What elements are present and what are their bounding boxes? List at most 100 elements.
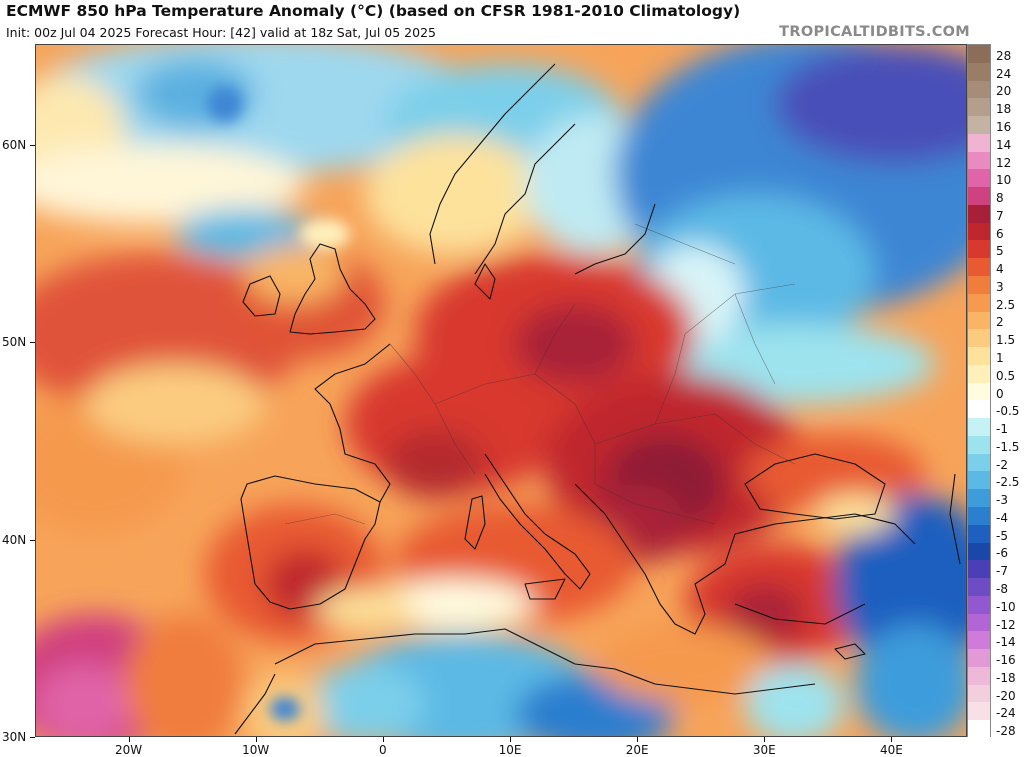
colorbar-label: 12 xyxy=(996,155,1012,170)
colorbar-cell xyxy=(968,649,990,668)
colorbar-label: -28 xyxy=(996,724,1016,739)
colorbar-label: 3 xyxy=(996,279,1004,294)
colorbar-cell xyxy=(968,631,990,650)
coastlines xyxy=(234,63,961,735)
colorbar-label: 24 xyxy=(996,66,1012,81)
colorbar-label: -14 xyxy=(996,635,1016,650)
colorbar xyxy=(967,44,991,739)
colorbar-label: 0.5 xyxy=(996,368,1016,383)
colorbar-cell xyxy=(968,453,990,472)
colorbar-cell xyxy=(968,151,990,170)
colorbar-label: 2.5 xyxy=(996,297,1016,312)
colorbar-cell xyxy=(968,347,990,366)
colorbar-label: 28 xyxy=(996,48,1012,63)
anomaly-field xyxy=(35,44,967,737)
colorbar-cell xyxy=(968,169,990,188)
colorbar-label: 18 xyxy=(996,102,1012,117)
colorbar-label: 10 xyxy=(996,173,1012,188)
lon-label: 10E xyxy=(498,743,522,757)
colorbar-cell xyxy=(968,595,990,615)
colorbar-cell xyxy=(968,240,990,259)
colorbar-label: 20 xyxy=(996,84,1012,99)
colorbar-cell xyxy=(968,311,990,330)
colorbar-label: 16 xyxy=(996,119,1012,134)
lon-label: 20E xyxy=(625,743,649,757)
colorbar-cell xyxy=(968,258,990,277)
colorbar-label: -1 xyxy=(996,422,1008,437)
colorbar-label: -0.5 xyxy=(996,404,1020,419)
colorbar-label: 8 xyxy=(996,191,1004,206)
colorbar-cell xyxy=(968,98,990,117)
colorbar-label: -2 xyxy=(996,457,1008,472)
colorbar-label: -18 xyxy=(996,670,1016,685)
colorbar-label: 6 xyxy=(996,226,1004,241)
colorbar-cell xyxy=(968,666,990,686)
colorbar-cell xyxy=(968,45,990,64)
lon-label: 40E xyxy=(880,743,903,757)
colorbar-cell xyxy=(968,720,990,739)
colorbar-cell xyxy=(968,116,990,135)
lat-tick xyxy=(30,737,35,738)
lon-tick xyxy=(382,737,384,742)
colorbar-label: 4 xyxy=(996,262,1004,277)
colorbar-label: 1.5 xyxy=(996,333,1016,348)
lat-tick xyxy=(30,540,35,541)
colorbar-cell xyxy=(968,560,990,579)
lat-label: 50N xyxy=(2,335,27,349)
lat-label: 60N xyxy=(2,138,27,152)
colorbar-cell xyxy=(968,542,990,561)
lon-label: 0 xyxy=(379,743,387,757)
lat-tick xyxy=(30,342,35,343)
colorbar-cell xyxy=(968,293,990,313)
colorbar-cell xyxy=(968,524,990,544)
colorbar-cell xyxy=(968,418,990,437)
colorbar-label: 2 xyxy=(996,315,1004,330)
colorbar-cell xyxy=(968,204,990,224)
colorbar-label: -2.5 xyxy=(996,475,1020,490)
colorbar-cell xyxy=(968,471,990,490)
colorbar-cell xyxy=(968,400,990,419)
colorbar-cell xyxy=(968,222,990,241)
colorbar-label: -3 xyxy=(996,493,1008,508)
colorbar-label: -16 xyxy=(996,653,1016,668)
site-watermark: TROPICALTIDBITS.COM xyxy=(779,24,970,40)
lat-label: 30N xyxy=(2,730,27,744)
colorbar-cell xyxy=(968,702,990,721)
lon-tick xyxy=(128,737,130,742)
colorbar-label: -10 xyxy=(996,599,1016,614)
lon-tick xyxy=(764,737,766,742)
colorbar-label: 5 xyxy=(996,244,1004,259)
colorbar-cell xyxy=(968,276,990,295)
colorbar-label: -8 xyxy=(996,581,1008,596)
lat-label: 40N xyxy=(2,533,27,547)
lon-label: 30E xyxy=(752,743,776,757)
colorbar-cell xyxy=(968,489,990,508)
colorbar-cell xyxy=(968,507,990,526)
lon-label: 20W xyxy=(114,743,143,757)
lon-tick xyxy=(891,737,893,742)
lon-tick xyxy=(255,737,257,742)
colorbar-cell xyxy=(968,187,990,206)
lon-tick xyxy=(510,737,512,742)
colorbar-label: -1.5 xyxy=(996,439,1020,454)
colorbar-cell xyxy=(968,382,990,401)
colorbar-label: 7 xyxy=(996,208,1004,223)
colorbar-label: 14 xyxy=(996,137,1012,152)
colorbar-label: -20 xyxy=(996,688,1016,703)
forecast-info: Init: 00z Jul 04 2025 Forecast Hour: [42… xyxy=(6,25,436,40)
colorbar-label: -4 xyxy=(996,510,1008,525)
colorbar-cell xyxy=(968,80,990,99)
colorbar-label: -7 xyxy=(996,564,1008,579)
colorbar-label: -24 xyxy=(996,706,1016,721)
colorbar-cell xyxy=(968,62,990,82)
lon-label: 10W xyxy=(242,743,270,757)
colorbar-cell xyxy=(968,364,990,384)
lat-tick xyxy=(30,145,35,146)
colorbar-cell xyxy=(968,133,990,153)
colorbar-cell xyxy=(968,613,990,632)
colorbar-label: -5 xyxy=(996,528,1008,543)
lon-tick xyxy=(637,737,639,742)
colorbar-cell xyxy=(968,435,990,455)
colorbar-label: 0 xyxy=(996,386,1004,401)
colorbar-label: -6 xyxy=(996,546,1008,561)
